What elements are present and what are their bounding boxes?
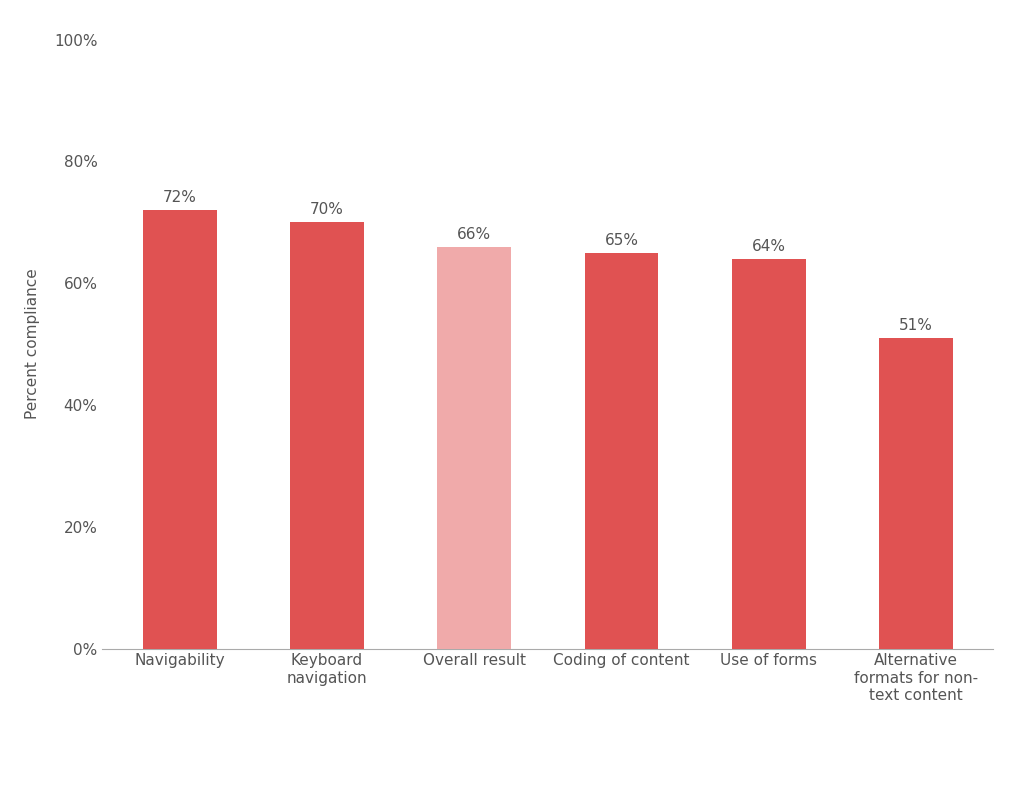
Text: 72%: 72% [163,190,197,205]
Text: 51%: 51% [899,318,933,333]
Y-axis label: Percent compliance: Percent compliance [26,269,40,419]
Bar [437,247,511,649]
Text: 66%: 66% [457,227,492,242]
Text: 64%: 64% [752,239,785,254]
Bar [290,222,364,649]
Text: 70%: 70% [310,202,344,218]
Bar [732,259,806,649]
Bar [880,338,952,649]
Bar [585,253,658,649]
Bar [143,210,216,649]
Text: 65%: 65% [604,233,639,248]
